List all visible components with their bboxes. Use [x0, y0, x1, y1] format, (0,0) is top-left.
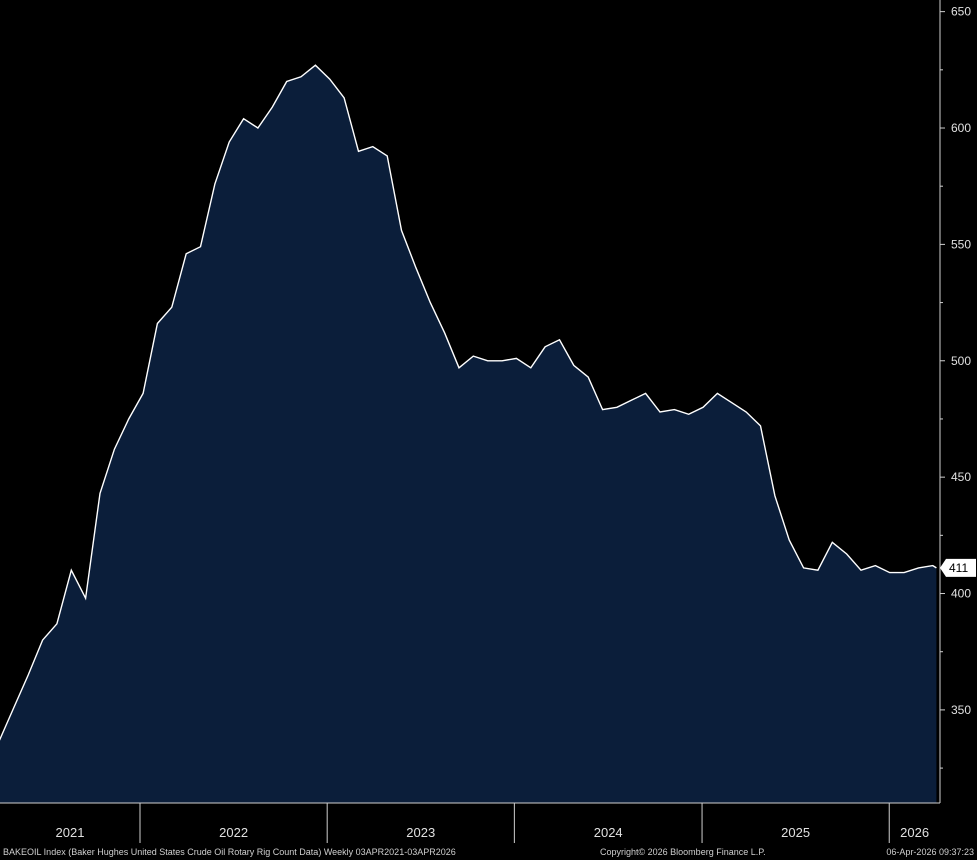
x-tick-layer: 2021 2022 2023 2024 2025 2026	[56, 803, 929, 843]
x-tick-label: 2024	[594, 825, 623, 840]
y-tick-label: 550	[951, 237, 971, 251]
x-tick-label: 2026	[900, 825, 929, 840]
last-value-label: 411	[949, 561, 968, 575]
last-value-flag	[940, 558, 976, 577]
y-tick-label: 500	[951, 354, 971, 368]
footer-right: 06-Apr-2026 09:37:23	[886, 847, 974, 857]
last-value-layer: 411	[940, 558, 976, 577]
series-area	[0, 65, 937, 803]
y-tick-label: 450	[951, 470, 971, 484]
y-tick-label: 350	[951, 703, 971, 717]
area-layer	[0, 64, 937, 803]
y-tick-label: 600	[951, 121, 971, 135]
x-tick-label: 2021	[56, 825, 85, 840]
axis-layer	[0, 0, 941, 804]
y-tick-label: 650	[951, 5, 971, 19]
footer: BAKEOIL Index (Baker Hughes United State…	[3, 847, 974, 857]
footer-center: Copyright© 2026 Bloomberg Finance L.P.	[600, 847, 766, 857]
x-tick-label: 2022	[219, 825, 248, 840]
y-tick-label: 400	[951, 587, 971, 601]
x-tick-label: 2025	[781, 825, 810, 840]
x-tick-label: 2023	[406, 825, 435, 840]
footer-left: BAKEOIL Index (Baker Hughes United State…	[3, 847, 456, 857]
series-line	[0, 64, 937, 741]
y-tick-layer: 350 400 450 500 550 600 650	[940, 5, 971, 769]
